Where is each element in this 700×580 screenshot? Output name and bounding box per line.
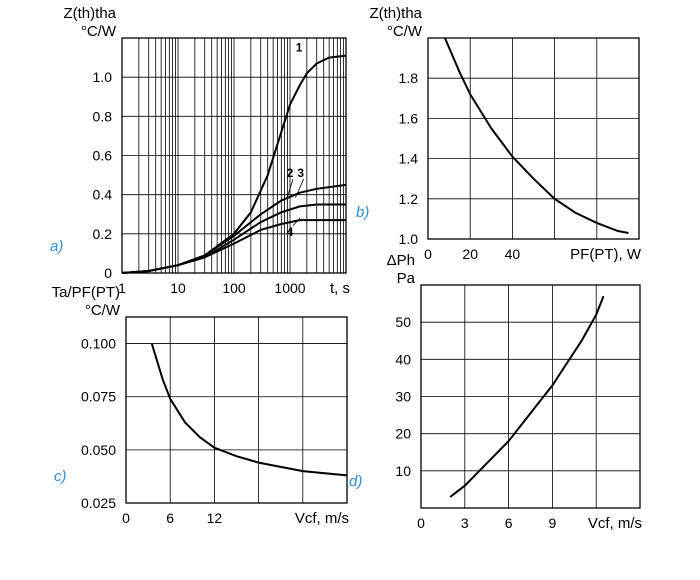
chart-c-ytick-label: 0.050: [81, 442, 116, 458]
chart-a-series-4-leader: [292, 217, 301, 227]
chart-a-series-1-label: 1: [296, 41, 303, 55]
chart-c-ylabel-line2: °C/W: [85, 302, 121, 319]
chart-a-frame: [121, 37, 347, 274]
chart-b-ytick-label: 1.2: [399, 191, 419, 207]
chart-d-frame: [420, 284, 641, 509]
chart-c-ytick-label: 0.025: [81, 495, 116, 511]
chart-a-series-3-leader: [295, 178, 305, 198]
chart-c-panel-label: c): [54, 468, 67, 485]
chart-a: 1 10 100 1000 0 0.2 0.4 0.6 0.8 1.0 Z(th)tha°C/W t,…: [50, 5, 350, 297]
chart-b-ytick-label: 1.8: [399, 70, 419, 86]
chart-c-ytick-label: 0.100: [81, 336, 116, 352]
chart-a-ytick-label: 1.0: [93, 69, 113, 85]
chart-a-xtick-label: 10: [170, 280, 186, 296]
chart-b-xtick-label: 20: [462, 246, 478, 262]
chart-d-xlabel: Vcf, m/s: [588, 515, 642, 532]
chart-c-xtick-label: 12: [207, 510, 223, 526]
chart-b-xtick-label: 0: [424, 246, 432, 262]
chart-a-series-4-line: [121, 219, 346, 274]
chart-a-xtick-label: 1000: [274, 280, 305, 296]
chart-a-ytick-label: 0.8: [93, 108, 113, 124]
chart-d-ytick-label: 40: [395, 351, 411, 367]
chart-d-xtick-label: 3: [461, 515, 469, 531]
chart-c-ylabel-line1: Ta/PF(PT): [52, 284, 120, 301]
chart-b-ylabel-line2: °C/W: [387, 23, 423, 40]
chart-a-series-2-label: 2: [287, 166, 294, 180]
chart-b-ytick-label: 1.4: [399, 151, 419, 167]
chart-a-panel-label: a): [50, 238, 63, 255]
chart-d-xtick-label: 0: [417, 515, 425, 531]
chart-d-xtick-label: 9: [549, 515, 557, 531]
chart-b-ylabel-line1: Z(th)tha: [369, 5, 422, 22]
chart-d-xtick-label: 6: [505, 515, 513, 531]
chart-c-xtick-label: 6: [166, 510, 174, 526]
chart-a-ytick-label: 0.6: [93, 148, 113, 164]
chart-b-xlabel: PF(PT), W: [570, 246, 642, 263]
chart-a-ylabel-line2: °C/W: [81, 23, 117, 40]
chart-c-xtick-label: 0: [122, 510, 130, 526]
chart-d-ytick-label: 20: [395, 426, 411, 442]
chart-d-panel-label: d): [349, 473, 362, 490]
chart-c: 0 6 12 0.025 0.050 0.075 0.100 Ta/PF(PT)°C/W Vcf…: [52, 284, 349, 527]
chart-a-ytick-label: 0.4: [93, 187, 113, 203]
chart-a-xtick-label: 100: [222, 280, 246, 296]
chart-a-xlabel: t, s: [330, 280, 350, 297]
chart-c-ytick-label: 0.075: [81, 389, 116, 405]
chart-a-series-3-label: 3: [297, 166, 304, 180]
chart-b-ytick-label: 1.6: [399, 110, 419, 126]
chart-b-ytick-label: 1.0: [399, 231, 419, 247]
chart-b-series-0-line: [443, 37, 629, 234]
chart-b-panel-label: b): [356, 204, 369, 221]
chart-a-ytick-label: 0.2: [93, 226, 113, 242]
chart-d-ytick-label: 30: [395, 389, 411, 405]
chart-c-frame: [125, 316, 348, 504]
chart-d-series-0-line: [449, 295, 605, 498]
chart-a-series-4-label: 4: [287, 225, 294, 239]
chart-b: 0 20 40 1.0 1.2 1.4 1.6 1.8 Z(th)tha°C/W PF(PT), …: [356, 5, 642, 263]
chart-a-ylabel-line1: Z(th)tha: [63, 5, 116, 22]
chart-a-xtick-label: 1: [118, 280, 126, 296]
chart-d-ylabel-line2: Pa: [397, 270, 416, 287]
chart-b-frame: [427, 37, 640, 240]
chart-a-series-2-leader: [287, 178, 294, 197]
chart-d-ylabel-line1: ΔPh: [387, 252, 415, 269]
chart-c-series-0-line: [150, 343, 348, 477]
chart-d-ytick-label: 50: [395, 314, 411, 330]
chart-c-xlabel: Vcf, m/s: [295, 510, 349, 527]
chart-b-xtick-label: 40: [505, 246, 521, 262]
chart-a-ytick-label: 0: [104, 265, 112, 281]
chart-d-ytick-label: 10: [395, 463, 411, 479]
